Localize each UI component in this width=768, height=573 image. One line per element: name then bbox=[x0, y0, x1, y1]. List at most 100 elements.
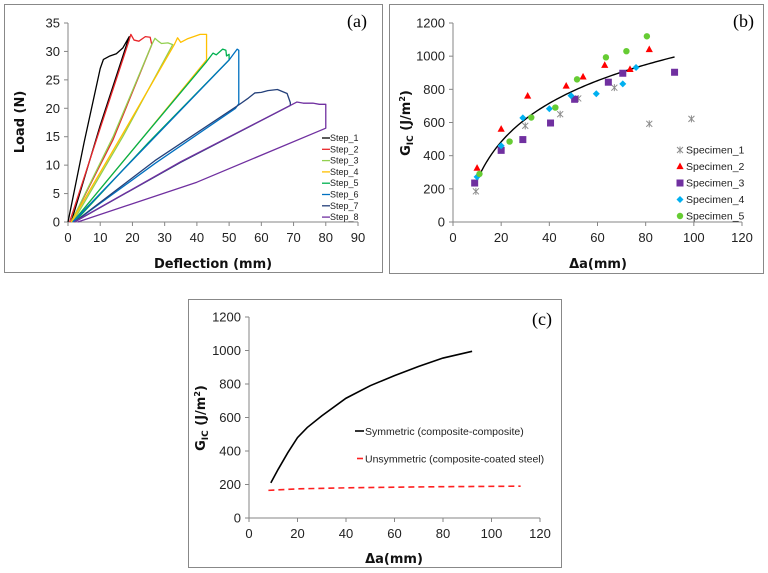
x-tick-label: 60 bbox=[590, 230, 604, 245]
panel-a: (a) Deflection (mm) Load (N) 0 10 20 30 40 50… bbox=[4, 4, 383, 273]
x-tick-label: 30 bbox=[157, 230, 171, 245]
panel-a-ylabel: Load (N) bbox=[13, 91, 28, 154]
x-tick-label: 80 bbox=[319, 230, 333, 245]
legend-label: Step_3 bbox=[330, 156, 359, 166]
x-tick-label: 20 bbox=[125, 230, 139, 245]
panel-a-xlabel: Deflection (mm) bbox=[154, 257, 272, 272]
x-tick-label: 100 bbox=[481, 526, 503, 541]
y-tick-label: 200 bbox=[423, 181, 445, 196]
y-tick-label: 200 bbox=[219, 477, 241, 492]
marker-square bbox=[619, 69, 627, 77]
x-tick-label: 120 bbox=[731, 230, 753, 245]
marker-circle bbox=[602, 54, 610, 61]
marker-diamond bbox=[497, 142, 505, 150]
marker-diamond bbox=[676, 196, 684, 203]
y-tick-label: 800 bbox=[219, 377, 241, 392]
ylabel-main: G bbox=[399, 145, 414, 156]
x-tick-label: 60 bbox=[387, 526, 401, 541]
x-tick-label: 70 bbox=[286, 230, 300, 245]
marker-triangle bbox=[473, 164, 481, 171]
panel-c-frame bbox=[188, 299, 562, 568]
marker-triangle bbox=[626, 65, 634, 73]
y-tick-label: 25 bbox=[46, 72, 60, 87]
legend-label: Specimen_1 bbox=[686, 145, 745, 157]
legend-label: Specimen_5 bbox=[686, 211, 745, 223]
ylabel-sup: 2 bbox=[193, 391, 202, 397]
marker-diamond bbox=[519, 114, 527, 122]
marker-diamond bbox=[632, 63, 640, 71]
panel-b-ylabel: GIC (J/m2) bbox=[398, 90, 416, 156]
x-tick-label: 50 bbox=[222, 230, 236, 245]
x-tick-label: 100 bbox=[683, 230, 705, 245]
panel-b-label: (b) bbox=[733, 11, 754, 32]
marker-asterisk bbox=[472, 187, 480, 195]
series-line-step-4 bbox=[70, 33, 208, 223]
x-tick-label: 60 bbox=[254, 230, 268, 245]
x-tick-label: 20 bbox=[290, 526, 304, 541]
x-tick-label: 120 bbox=[529, 526, 551, 541]
y-tick-label: 800 bbox=[423, 82, 445, 97]
marker-diamond bbox=[567, 92, 575, 100]
y-tick-label: 1200 bbox=[416, 16, 445, 31]
panel-a-plot: 0 10 20 30 40 50 60 70 80 9005101520253035Step_1S… bbox=[46, 16, 366, 246]
series-line-step-8 bbox=[74, 101, 327, 223]
y-tick-label: 1000 bbox=[416, 49, 445, 64]
marker-square bbox=[497, 146, 505, 154]
marker-square bbox=[471, 179, 479, 187]
x-tick-label: 40 bbox=[190, 230, 204, 245]
legend-label: Specimen_4 bbox=[686, 194, 745, 206]
marker-asterisk bbox=[676, 146, 684, 154]
y-tick-label: 1200 bbox=[212, 310, 241, 325]
ylabel-rest: (J/m bbox=[399, 102, 414, 136]
panel-c-label: (c) bbox=[532, 309, 552, 330]
panel-c-plot: 0 20 40 60 80 100 120020040060080010001200Symm… bbox=[212, 310, 551, 542]
x-tick-label: 80 bbox=[638, 230, 652, 245]
y-tick-label: 1000 bbox=[212, 343, 241, 358]
y-tick-label: 400 bbox=[219, 444, 241, 459]
y-tick-label: 0 bbox=[234, 511, 241, 526]
panel-b: (b) Δa(mm) GIC (J/m2) 0 20 40 60 80 100 120020… bbox=[389, 4, 764, 274]
marker-circle bbox=[476, 170, 483, 178]
y-tick-label: 5 bbox=[53, 186, 60, 201]
panel-b-plot: 0 20 40 60 80 100 120020040060080010001200Spec… bbox=[416, 16, 753, 246]
marker-triangle bbox=[497, 125, 505, 132]
ylabel-sup: 2 bbox=[398, 96, 407, 102]
marker-asterisk bbox=[556, 110, 564, 118]
marker-square bbox=[671, 68, 679, 76]
legend-label: Specimen_3 bbox=[686, 178, 745, 190]
marker-square bbox=[604, 78, 612, 86]
y-tick-label: 10 bbox=[46, 158, 60, 173]
marker-asterisk bbox=[521, 122, 529, 130]
panel-a-label: (a) bbox=[347, 11, 367, 32]
panel-c-xlabel: Δa(mm) bbox=[365, 552, 423, 567]
y-tick-label: 0 bbox=[438, 215, 445, 230]
y-tick-label: 600 bbox=[219, 410, 241, 425]
legend-label: Step_2 bbox=[330, 144, 359, 154]
panel-b-xlabel: Δa(mm) bbox=[569, 257, 627, 272]
legend-label: Unsymmetric (composite-coated steel) bbox=[365, 454, 544, 466]
marker-circle bbox=[643, 33, 651, 40]
ylabel-end: ) bbox=[399, 90, 414, 96]
x-tick-label: 20 bbox=[494, 230, 508, 245]
marker-diamond bbox=[545, 105, 553, 113]
marker-triangle bbox=[524, 91, 532, 99]
marker-diamond bbox=[592, 90, 600, 98]
legend-label: Symmetric (composite-composite) bbox=[365, 426, 524, 438]
marker-square bbox=[571, 95, 579, 103]
x-tick-label: 0 bbox=[64, 230, 71, 245]
y-tick-label: 400 bbox=[423, 148, 445, 163]
panel-b-frame bbox=[389, 4, 764, 274]
marker-triangle bbox=[579, 72, 587, 80]
series-line-unsymmetric bbox=[268, 485, 521, 492]
marker-circle bbox=[506, 138, 513, 145]
series-line-step-1 bbox=[67, 35, 130, 223]
marker-square bbox=[676, 179, 684, 187]
marker-diamond bbox=[619, 80, 627, 88]
marker-square bbox=[519, 136, 527, 144]
marker-square bbox=[547, 119, 555, 127]
panel-c: (c) Δa(mm) GIC (J/m2) 0 20 40 60 80 100 120020… bbox=[188, 299, 562, 568]
x-tick-label: 80 bbox=[436, 526, 450, 541]
legend-label: Specimen_2 bbox=[686, 161, 745, 173]
series-line-step-6 bbox=[72, 48, 240, 223]
